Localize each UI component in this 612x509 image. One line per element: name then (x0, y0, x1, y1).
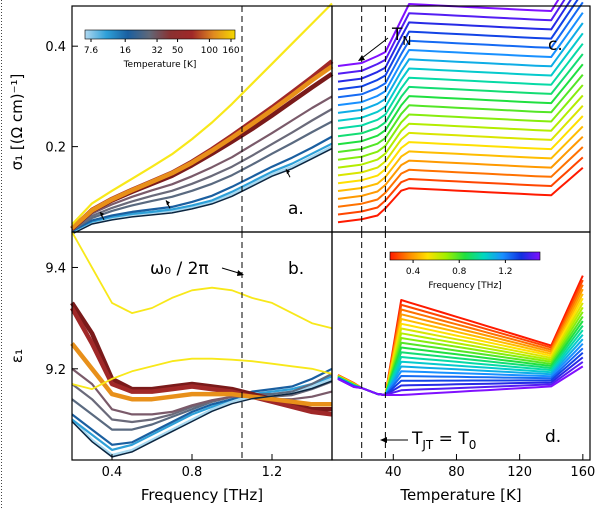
series-line-b-10 (71, 357, 333, 390)
arrowhead-a-2 (286, 169, 290, 175)
arrowhead-a-0 (100, 211, 104, 217)
series-line-c-15 (337, 12, 584, 107)
series-line-c-16 (337, 1, 584, 99)
colorbar-tick-label-d-1: 0.8 (452, 267, 467, 277)
series-line-c-2 (337, 146, 584, 208)
series-line-c-10 (337, 63, 584, 146)
series-line-c-18 (337, 0, 572, 83)
series-line-c-7 (337, 94, 584, 169)
series-line-c-1 (337, 156, 584, 216)
series-line-a-4 (71, 108, 333, 231)
x-tick-label-d-0: 40 (385, 465, 402, 480)
annotation-arrowhead-tjt (380, 437, 387, 443)
series-line-c-11 (337, 53, 584, 138)
series-line-b-1 (71, 375, 333, 451)
x-tick-label-b-0: 0.4 (102, 465, 123, 480)
colorbar-title-a: Temperature [K] (123, 60, 197, 70)
x-axis-title-temperature: Temperature [K] (399, 486, 521, 504)
colorbar-tick-label-a-5: 160 (222, 46, 239, 56)
series-line-c-13 (337, 32, 584, 122)
series-line-b-3 (71, 372, 333, 431)
series-line-d-20 (337, 365, 584, 396)
colorbar-tick-label-a-3: 50 (172, 46, 184, 56)
series-line-a-1 (71, 142, 333, 233)
annotation-omega: ω₀ / 2π (150, 259, 209, 279)
y-tick-label-a-1: 0.4 (45, 40, 66, 55)
colorbar-tick-label-d-0: 0.4 (406, 267, 421, 277)
panel-label-c: c. (548, 35, 563, 55)
annotation-arrow-tn (361, 37, 389, 59)
colorbar-temperature (84, 29, 236, 40)
panel-label-b: b. (288, 259, 304, 279)
series-line-c-0 (337, 166, 584, 224)
annotation-tjt: TJT = T0 (411, 429, 476, 452)
panel-d: 40 80 120 160 TJT = T0 d. 0.4 0.8 1.2 Frequency [… (337, 232, 595, 480)
colorbar-title-d: Frequency [THz] (428, 281, 501, 291)
annotation-arrowhead-tn (358, 55, 365, 61)
colorbar-tick-label-d-2: 1.2 (498, 267, 512, 277)
series-line-a-2 (71, 135, 333, 232)
panel-label-a: a. (288, 199, 304, 219)
x-tick-label-d-3: 160 (570, 465, 595, 480)
series-line-c-8 (337, 84, 584, 161)
series-line-c-12 (337, 43, 584, 130)
y-tick-label-b-0: 9.2 (45, 363, 66, 378)
series-line-b-2 (71, 367, 333, 446)
y-tick-label-b-1: 9.4 (45, 261, 66, 276)
panel-c: TN c. (337, 0, 584, 232)
series-line-c-5 (337, 115, 584, 185)
colorbar-tick-label-a-4: 100 (201, 46, 218, 56)
panel-label-d: d. (545, 427, 561, 447)
series-line-c-4 (337, 125, 584, 192)
colorbar-tick-label-a-1: 16 (119, 46, 131, 56)
series-line-b-9 (71, 231, 333, 330)
annotation-arrowhead-omega (237, 270, 244, 276)
series-line-c-14 (337, 22, 584, 114)
series-line-c-19 (337, 0, 566, 75)
x-tick-label-d-1: 80 (448, 465, 465, 480)
colorbar-frequency (389, 251, 541, 261)
y-axis-title-sigma: σ₁ [(Ω cm)⁻¹] (8, 74, 26, 171)
y-tick-label-a-0: 0.2 (45, 141, 66, 156)
series-line-a-3 (71, 120, 333, 232)
series-line-b-4 (71, 380, 333, 424)
series-line-a-5 (71, 95, 333, 231)
colorbar-tick-label-a-0: 7.6 (84, 46, 99, 56)
series-line-c-3 (337, 135, 584, 200)
series-line-b-dark (71, 380, 333, 458)
x-tick-label-b-1: 0.8 (182, 465, 203, 480)
series-line-a-8 (70, 64, 334, 230)
annotation-tn: TN (391, 25, 411, 48)
arrowhead-a-1 (166, 200, 170, 206)
frame-d (331, 231, 591, 461)
colorbar-tick-label-a-2: 32 (151, 46, 162, 56)
x-axis-title-frequency: Frequency [THz] (141, 486, 263, 504)
series-line-a-dark (71, 147, 333, 235)
series-line-b-7 (70, 306, 333, 417)
series-line-c-9 (337, 74, 584, 153)
panel-a: 0.2 0.4 a. 7.6 16 32 50 100 160 Temperature [K] (45, 2, 334, 235)
series-line-c-17 (337, 0, 579, 91)
series-line-b-8 (70, 342, 332, 407)
x-tick-label-b-2: 1.2 (262, 465, 283, 480)
y-axis-title-epsilon: ε₁ (8, 349, 26, 363)
x-tick-label-d-2: 120 (507, 465, 532, 480)
series-line-a-9 (71, 2, 333, 226)
series-line-c-6 (337, 105, 584, 177)
panel-b: 9.2 9.4 0.4 0.8 1.2 ω₀ / 2π b. (45, 231, 333, 480)
